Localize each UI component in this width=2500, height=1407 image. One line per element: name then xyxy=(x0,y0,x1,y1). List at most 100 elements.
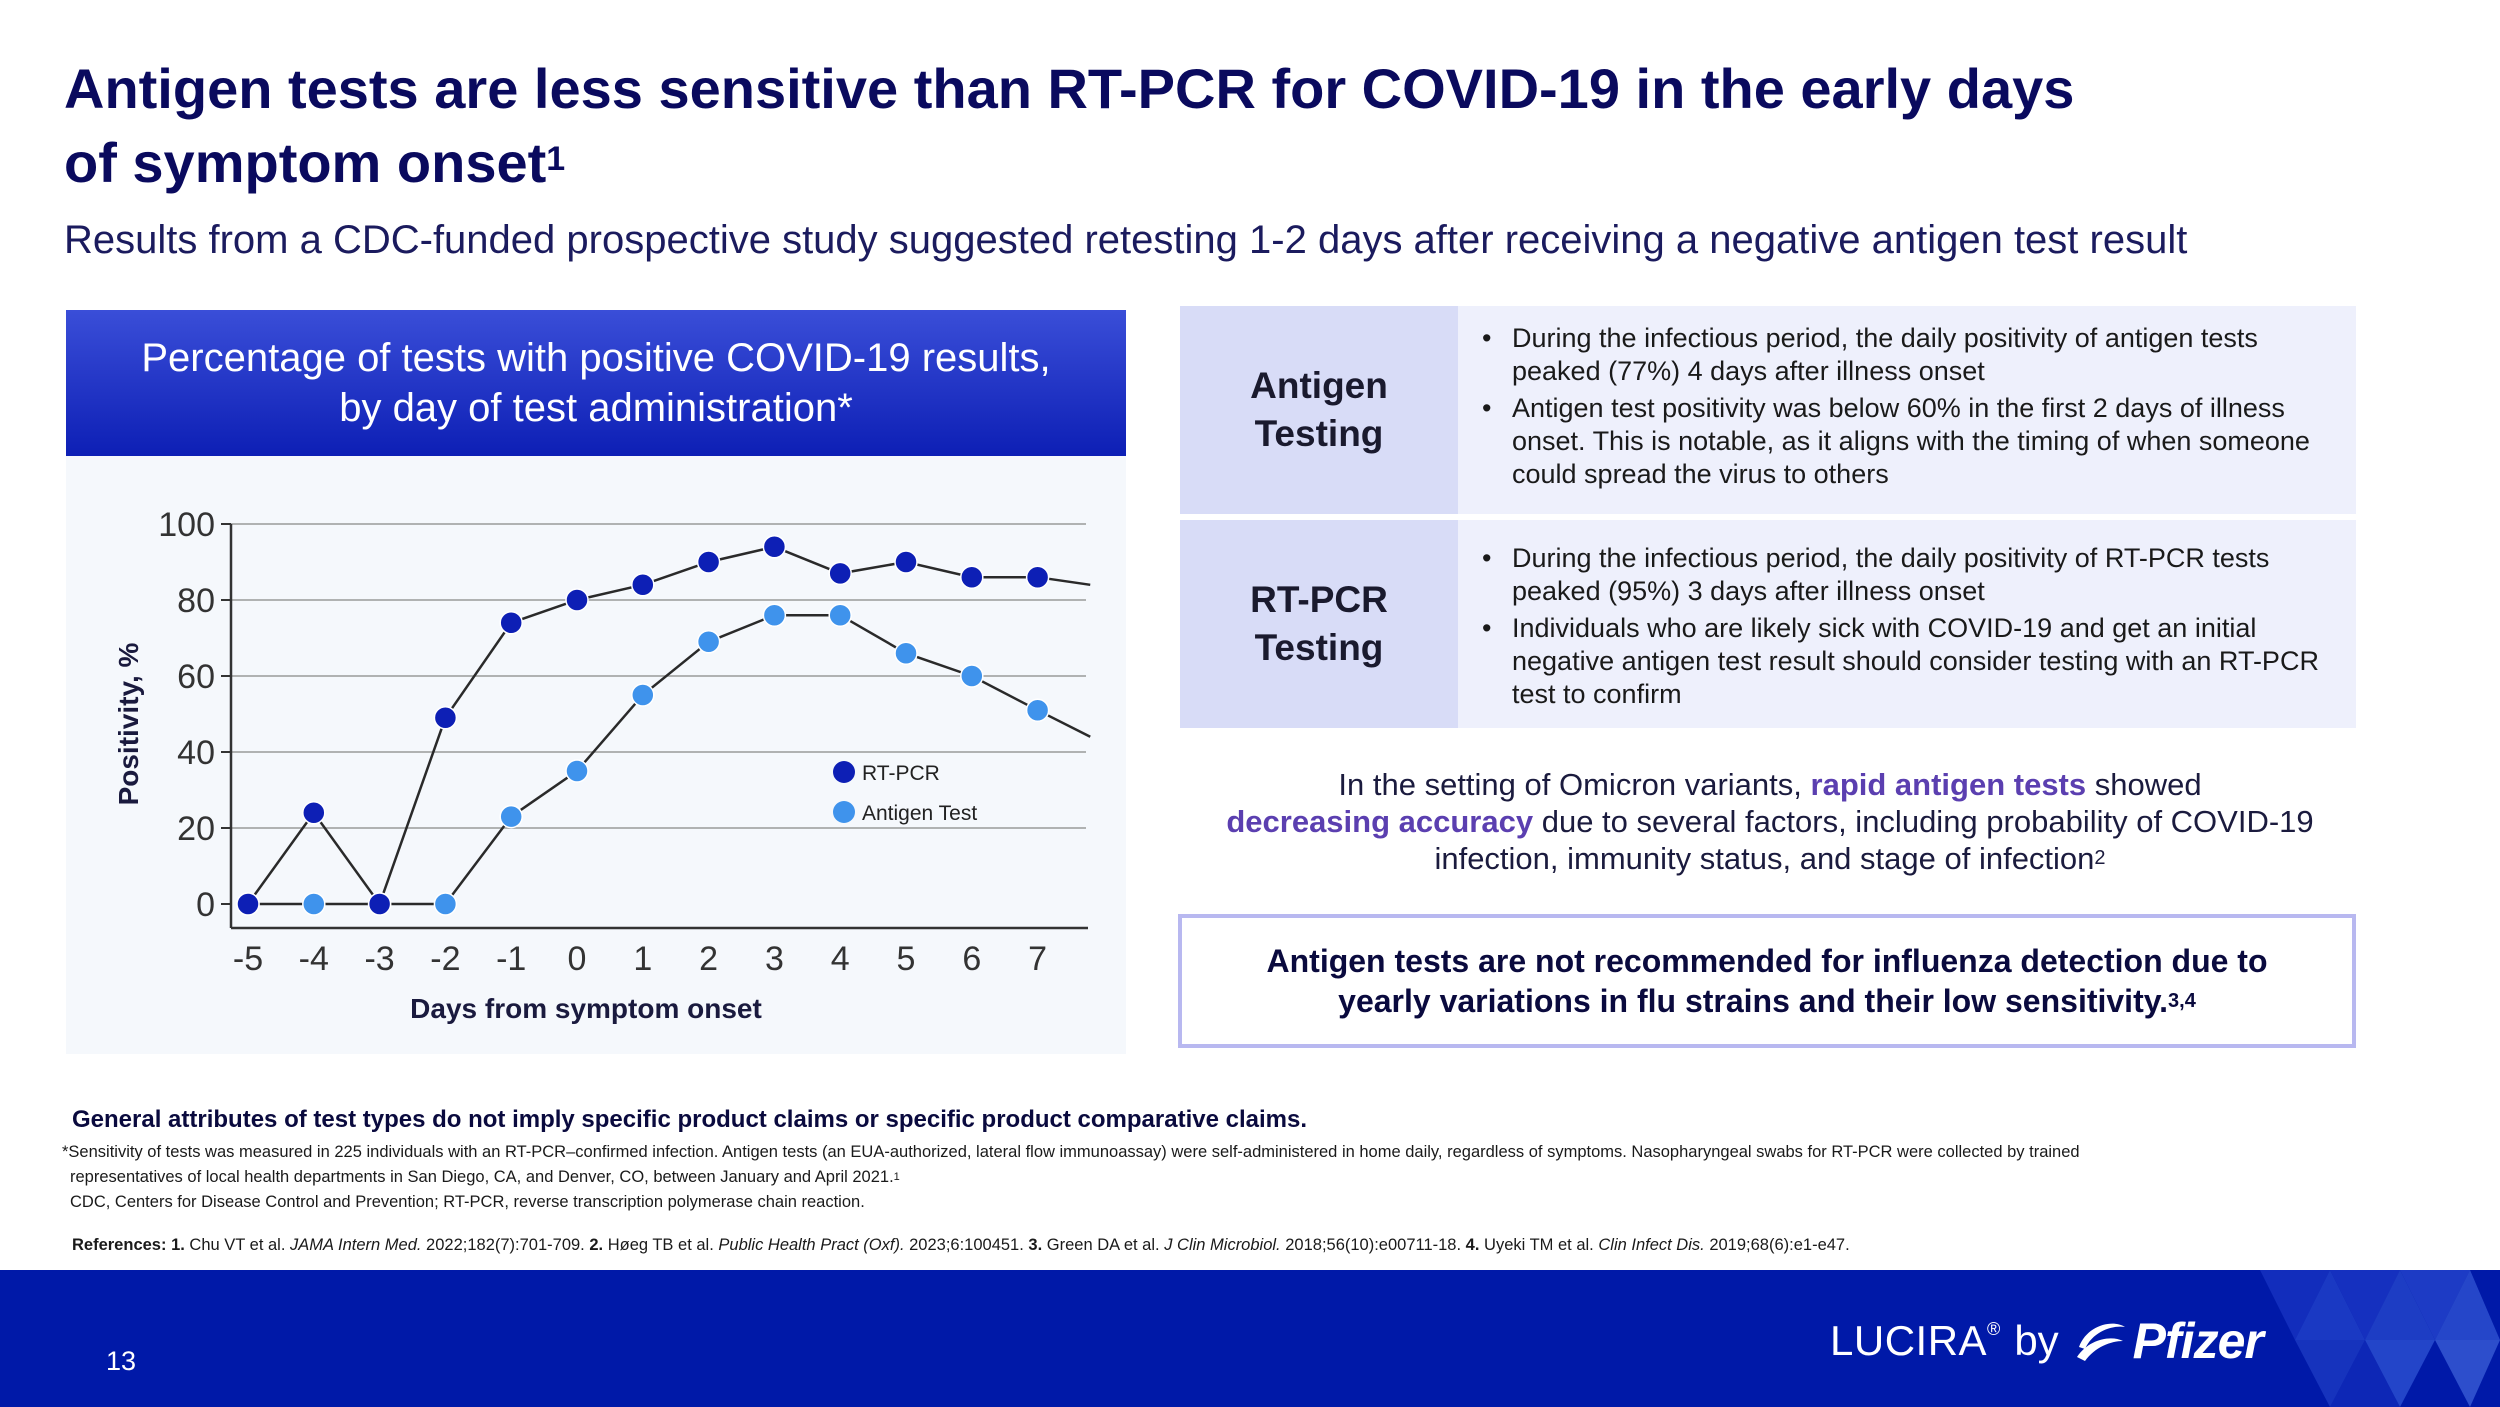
y-tick-label: 80 xyxy=(177,582,215,620)
rtpcr-bullet: During the infectious period, the daily … xyxy=(1478,542,2336,608)
antigen-bullet: During the infectious period, the daily … xyxy=(1478,322,2336,388)
ref-4-num: 4. xyxy=(1465,1236,1480,1254)
chart-header: Percentage of tests with positive COVID-… xyxy=(66,310,1126,456)
x-tick-label: 2 xyxy=(699,940,718,978)
x-tick-label: -2 xyxy=(430,940,460,978)
footer-triangle-pattern-icon xyxy=(2260,1270,2500,1407)
data-point-rt-pcr xyxy=(565,588,589,612)
ref-2-journal: Public Health Pract (Oxf). xyxy=(718,1236,905,1254)
data-point-rt-pcr xyxy=(236,892,260,916)
antigen-row: Antigen Testing During the infectious pe… xyxy=(1180,306,2356,514)
data-point-rt-pcr xyxy=(302,801,326,825)
data-point-antigen-test xyxy=(696,630,721,654)
omicron-statement: In the setting of Omicron variants, rapi… xyxy=(1200,766,2340,877)
ref-4-citation: 2019;68(6):e1-e47. xyxy=(1709,1236,1850,1254)
ref-3-num: 3. xyxy=(1028,1236,1043,1254)
ref-3-citation: 2018;56(10):e00711-18. xyxy=(1285,1236,1462,1254)
footnote-line-3: CDC, Centers for Disease Control and Pre… xyxy=(70,1193,865,1211)
references: References: 1. Chu VT et al. JAMA Intern… xyxy=(72,1236,1850,1255)
footnote-line-2-sup: 1 xyxy=(893,1171,900,1183)
legend-marker-rt-pcr xyxy=(833,761,855,783)
y-tick-label: 100 xyxy=(158,506,215,544)
data-point-antigen-test xyxy=(960,664,984,688)
footnote-line-1: *Sensitivity of tests was measured in 22… xyxy=(62,1143,2080,1161)
data-point-antigen-test xyxy=(894,641,918,665)
rtpcr-label-line-1: RT-PCR xyxy=(1250,579,1388,620)
title-line-1: Antigen tests are less sensitive than RT… xyxy=(64,57,2075,120)
antigen-bullet: Antigen test positivity was below 60% in… xyxy=(1478,392,2336,491)
data-point-rt-pcr xyxy=(696,550,721,574)
data-point-antigen-test xyxy=(433,892,458,916)
rtpcr-bullet: Individuals who are likely sick with COV… xyxy=(1478,612,2336,711)
ref-2-num: 2. xyxy=(589,1236,604,1254)
antigen-body: During the infectious period, the daily … xyxy=(1458,306,2356,514)
omicron-text-pre: In the setting of Omicron variants, xyxy=(1338,767,1811,802)
y-tick-label: 40 xyxy=(177,734,215,772)
chart-header-line-2: by day of test administration* xyxy=(339,386,853,430)
ref-4-journal: Clin Infect Dis. xyxy=(1598,1236,1705,1254)
ref-1-citation: 2022;182(7):701-709. xyxy=(426,1236,585,1254)
omicron-superscript: 2 xyxy=(2094,847,2106,869)
ref-1-num: 1. xyxy=(171,1236,185,1254)
y-tick-label: 60 xyxy=(177,658,215,696)
legend-marker-antigen-test xyxy=(833,801,855,823)
rtpcr-body: During the infectious period, the daily … xyxy=(1458,520,2356,728)
x-axis-label: Days from symptom onset xyxy=(410,993,762,1024)
data-point-rt-pcr xyxy=(433,706,458,730)
antigen-label: Antigen Testing xyxy=(1180,306,1458,514)
y-axis-label: Positivity, % xyxy=(113,642,144,805)
ref-3-authors: Green DA et al. xyxy=(1046,1236,1160,1254)
brand-logo: LUCIRA ® by Pfizer xyxy=(1830,1312,2264,1370)
omicron-text-post: due to several factors, including probab… xyxy=(1434,804,2314,876)
chart-header-line-1: Percentage of tests with positive COVID-… xyxy=(141,336,1051,380)
callout-line-2: yearly variations in flu strains and the… xyxy=(1338,983,2169,1019)
title-superscript: 1 xyxy=(546,140,566,178)
ref-3-journal: J Clin Microbiol. xyxy=(1164,1236,1281,1254)
title-line-2: of symptom onset xyxy=(64,131,547,194)
data-point-rt-pcr xyxy=(367,892,392,916)
data-point-rt-pcr xyxy=(828,561,852,586)
x-tick-label: 5 xyxy=(897,940,916,978)
footnotes: *Sensitivity of tests was measured in 22… xyxy=(62,1140,2402,1215)
data-point-rt-pcr xyxy=(631,573,655,597)
x-tick-label: 4 xyxy=(831,940,850,978)
registered-mark: ® xyxy=(1987,1318,2001,1339)
x-tick-label: -1 xyxy=(496,940,526,978)
lucira-wordmark: LUCIRA xyxy=(1830,1317,1988,1364)
page-subtitle: Results from a CDC-funded prospective st… xyxy=(64,218,2188,262)
x-tick-label: 0 xyxy=(568,940,587,978)
references-label: References: xyxy=(72,1236,167,1254)
data-point-rt-pcr xyxy=(1025,565,1050,589)
data-point-antigen-test xyxy=(499,804,523,829)
data-point-antigen-test xyxy=(302,892,326,916)
test-comparison-table: Antigen Testing During the infectious pe… xyxy=(1180,306,2356,728)
x-tick-label: 3 xyxy=(765,940,784,978)
legend-label-antigen-test: Antigen Test xyxy=(862,802,977,825)
footnote-line-2: representatives of local health departme… xyxy=(62,1165,2402,1190)
rtpcr-row: RT-PCR Testing During the infectious per… xyxy=(1180,520,2356,728)
chart-panel: Percentage of tests with positive COVID-… xyxy=(66,310,1126,1054)
x-tick-label: 6 xyxy=(962,940,981,978)
data-point-antigen-test xyxy=(1025,698,1050,722)
page-title: Antigen tests are less sensitive than RT… xyxy=(64,52,2264,200)
data-point-rt-pcr xyxy=(894,550,918,574)
data-point-rt-pcr xyxy=(499,611,523,635)
ref-1-authors: Chu VT et al. xyxy=(189,1236,286,1254)
omicron-highlight-rapid-antigen: rapid antigen tests xyxy=(1810,767,2087,802)
legend-label-rt-pcr: RT-PCR xyxy=(862,762,940,785)
disclaimer: General attributes of test types do not … xyxy=(72,1106,1307,1133)
data-point-antigen-test xyxy=(631,683,655,707)
x-tick-label: -3 xyxy=(364,940,394,978)
data-point-antigen-test xyxy=(828,603,852,627)
data-point-rt-pcr xyxy=(762,535,787,559)
ref-2-authors: Høeg TB et al. xyxy=(607,1236,714,1254)
brand-by: by xyxy=(2014,1317,2059,1364)
series-line-antigen-test xyxy=(248,613,1091,906)
callout-superscript: 3,4 xyxy=(2168,990,2196,1012)
callout-line-1: Antigen tests are not recommended for in… xyxy=(1266,943,2268,979)
ref-2-citation: 2023;6:100451. xyxy=(909,1236,1024,1254)
x-tick-label: 7 xyxy=(1028,940,1047,978)
antigen-label-line-2: Testing xyxy=(1254,413,1384,454)
data-point-antigen-test xyxy=(565,759,589,783)
rtpcr-label: RT-PCR Testing xyxy=(1180,520,1458,728)
